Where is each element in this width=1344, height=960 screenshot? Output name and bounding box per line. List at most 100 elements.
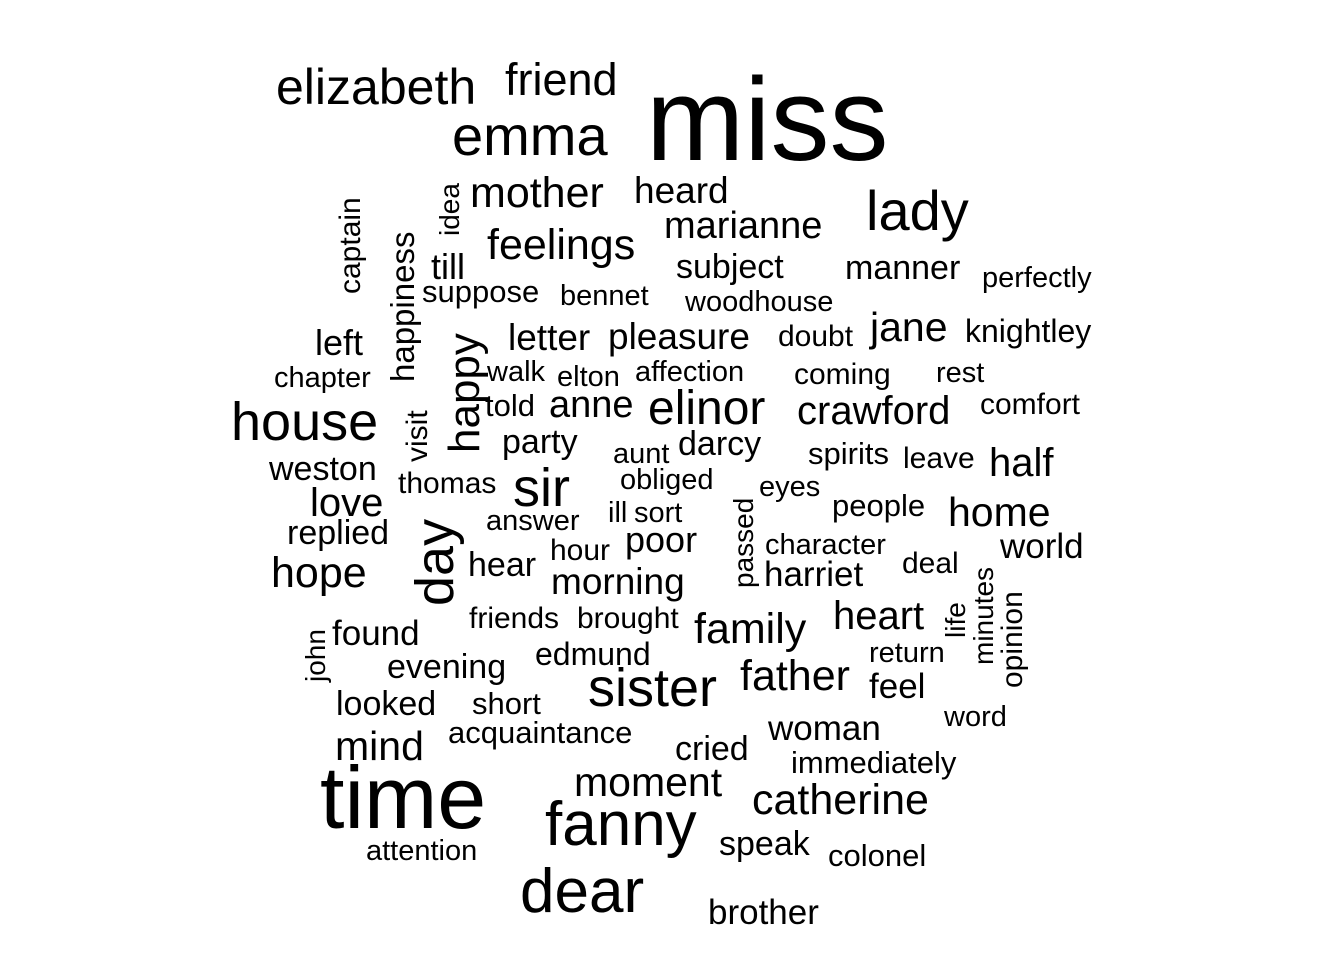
word-lady: lady [866, 179, 969, 242]
word-sister: sister [588, 658, 717, 718]
word-visit: visit [401, 410, 434, 462]
word-suppose: suppose [422, 274, 539, 309]
word-love: love [310, 481, 383, 525]
word-brother: brother [708, 893, 819, 932]
word-father: father [740, 652, 850, 700]
word-till: till [431, 246, 465, 287]
word-knightley: knightley [965, 313, 1091, 349]
word-hear: hear [468, 546, 536, 584]
word-deal: deal [902, 547, 959, 580]
word-spirits: spirits [808, 436, 889, 471]
word-mother: mother [470, 169, 604, 217]
word-bennet: bennet [560, 280, 649, 312]
word-attention: attention [366, 835, 477, 867]
word-moment: moment [574, 759, 723, 805]
word-weston: weston [268, 450, 377, 488]
word-letter: letter [508, 317, 590, 358]
word-feelings: feelings [487, 221, 635, 269]
word-edmund: edmund [535, 636, 651, 672]
word-left: left [315, 322, 363, 363]
word-time: time [320, 748, 486, 847]
word-feel: feel [869, 667, 925, 706]
word-half: half [989, 441, 1054, 485]
word-comfort: comfort [980, 388, 1081, 421]
word-told: told [485, 388, 535, 423]
word-happy: happy [440, 333, 489, 453]
word-thomas: thomas [398, 467, 496, 500]
word-woman: woman [767, 709, 881, 748]
word-happiness: happiness [384, 232, 421, 382]
word-manner: manner [845, 249, 960, 287]
word-hope: hope [271, 549, 367, 597]
word-doubt: doubt [778, 320, 854, 353]
word-character: character [765, 529, 886, 561]
word-opinion: opinion [996, 591, 1029, 688]
word-elinor: elinor [648, 382, 765, 435]
word-passed: passed [728, 498, 759, 588]
word-pleasure: pleasure [608, 316, 750, 357]
word-darcy: darcy [678, 425, 761, 463]
word-perfectly: perfectly [982, 262, 1092, 294]
word-marianne: marianne [664, 205, 822, 247]
word-brought: brought [577, 602, 679, 635]
word-elton: elton [557, 361, 620, 393]
word-immediately: immediately [791, 745, 957, 780]
word-answer: answer [486, 505, 580, 537]
word-life: life [940, 602, 971, 638]
word-elizabeth: elizabeth [276, 59, 476, 115]
word-john: john [300, 629, 331, 683]
word-obliged: obliged [620, 464, 714, 496]
word-word: word [943, 701, 1007, 733]
word-ill: ill [608, 497, 627, 529]
word-found: found [332, 614, 420, 653]
word-coming: coming [794, 358, 891, 391]
word-family: family [694, 605, 807, 653]
word-short: short [472, 686, 541, 721]
word-emma: emma [452, 104, 608, 167]
word-idea: idea [434, 183, 465, 236]
word-anne: anne [549, 384, 634, 426]
word-looked: looked [336, 685, 436, 723]
word-eyes: eyes [759, 471, 820, 503]
word-fanny: fanny [545, 790, 697, 859]
word-affection: affection [635, 356, 744, 388]
word-acquaintance: acquaintance [448, 715, 632, 750]
word-cried: cried [675, 730, 749, 768]
word-walk: walk [486, 356, 546, 388]
word-subject: subject [676, 248, 784, 286]
word-harriet: harriet [764, 555, 863, 594]
word-leave: leave [903, 442, 975, 475]
word-aunt: aunt [613, 438, 669, 470]
word-crawford: crawford [797, 389, 950, 433]
word-world: world [999, 527, 1084, 566]
word-dear: dear [520, 857, 644, 926]
word-morning: morning [551, 561, 685, 602]
word-replied: replied [287, 514, 389, 552]
word-hour: hour [550, 534, 610, 567]
word-friend: friend [505, 54, 618, 105]
word-day: day [405, 519, 465, 606]
word-catherine: catherine [752, 776, 929, 824]
word-colonel: colonel [828, 838, 926, 873]
word-sir: sir [513, 458, 570, 518]
word-mind: mind [335, 723, 424, 769]
word-woodhouse: woodhouse [684, 286, 833, 318]
word-evening: evening [387, 648, 506, 686]
word-return: return [869, 637, 945, 669]
word-chapter: chapter [274, 362, 371, 394]
word-heard: heard [634, 170, 729, 211]
word-heart: heart [833, 594, 924, 638]
word-poor: poor [625, 519, 697, 560]
word-speak: speak [719, 825, 811, 863]
word-rest: rest [936, 357, 984, 389]
word-people: people [832, 488, 925, 523]
word-jane: jane [869, 304, 948, 350]
word-home: home [948, 489, 1051, 535]
word-miss: miss [646, 54, 889, 186]
word-friends: friends [469, 602, 559, 635]
word-party: party [502, 423, 578, 461]
word-house: house [231, 392, 378, 452]
word-minutes: minutes [968, 567, 999, 665]
word-sort: sort [634, 497, 682, 529]
